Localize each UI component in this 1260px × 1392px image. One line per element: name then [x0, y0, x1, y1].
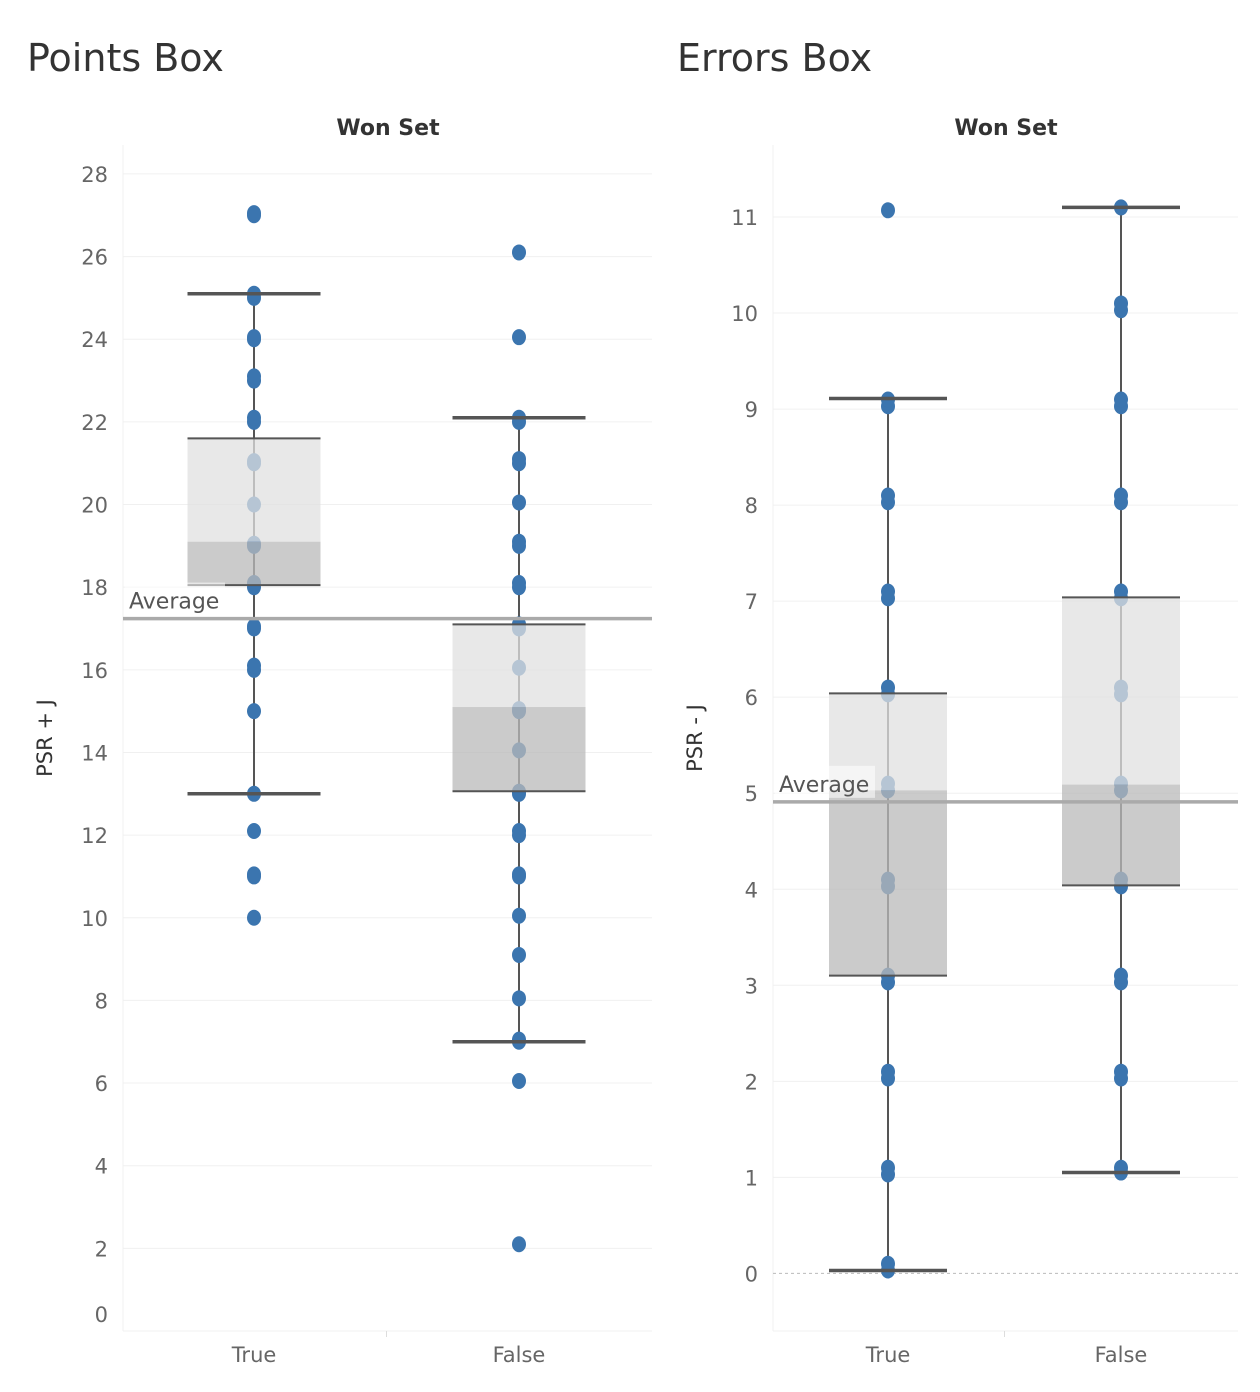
y-axis-label: PSR + J	[33, 699, 57, 777]
data-point	[247, 618, 261, 635]
y-tick-label: 8	[95, 989, 108, 1013]
data-point	[512, 866, 526, 883]
box-lower	[829, 790, 947, 976]
y-tick-label: 12	[81, 824, 108, 848]
y-tick-label: 2	[745, 1070, 758, 1094]
data-point	[512, 575, 526, 592]
x-tick-label: True	[231, 1343, 277, 1367]
data-point	[512, 494, 526, 511]
average-label-bg	[125, 582, 225, 615]
data-point	[881, 1159, 895, 1176]
data-point	[881, 487, 895, 504]
data-point	[247, 368, 261, 385]
data-point	[881, 1063, 895, 1080]
data-point	[512, 1031, 526, 1048]
box-upper	[1062, 597, 1180, 785]
x-tick-label: False	[493, 1343, 546, 1367]
y-axis-label: PSR - J	[683, 704, 707, 772]
y-tick-label: 0	[95, 1303, 108, 1327]
data-point	[247, 866, 261, 883]
points-box-title: Points Box	[27, 36, 224, 80]
average-label: Average	[779, 773, 869, 798]
y-tick-label: 5	[745, 782, 758, 806]
data-point	[512, 822, 526, 839]
box-true	[829, 202, 947, 1279]
y-tick-label: 8	[745, 494, 758, 518]
data-point	[512, 329, 526, 346]
box-upper	[452, 624, 586, 708]
data-point	[512, 533, 526, 550]
panel-1: Won Set PSR - J 0 1 2 3 4 5 6 7 8 9 10 11 True False Ave…	[683, 116, 1238, 1367]
data-point	[512, 244, 526, 261]
column-header: Won Set	[954, 116, 1058, 141]
y-tick-label: 6	[745, 686, 758, 710]
y-tick-label: 22	[81, 411, 108, 435]
y-tick-label: 24	[81, 328, 108, 352]
box-true	[187, 205, 321, 926]
box-lower	[187, 541, 321, 586]
data-point	[1114, 391, 1128, 408]
x-tick-label: True	[865, 1343, 911, 1367]
data-point	[1114, 583, 1128, 600]
data-point	[881, 583, 895, 600]
data-point	[512, 907, 526, 924]
data-point	[1114, 295, 1128, 312]
box-false	[452, 244, 586, 1253]
y-tick-label: 28	[81, 163, 108, 187]
data-point	[512, 451, 526, 468]
data-point	[247, 409, 261, 426]
box-false	[1062, 199, 1180, 1181]
column-header: Won Set	[336, 116, 440, 141]
y-tick-label: 16	[81, 659, 108, 683]
y-tick-label: 6	[95, 1072, 108, 1096]
y-tick-label: 11	[731, 206, 758, 230]
data-point	[881, 679, 895, 696]
data-point	[512, 946, 526, 963]
y-tick-label: 1	[745, 1166, 758, 1190]
y-tick-label: 7	[745, 590, 758, 614]
errors-box-title: Errors Box	[677, 36, 873, 80]
data-point	[881, 202, 895, 219]
box-lower	[1062, 784, 1180, 886]
data-point	[247, 205, 261, 222]
data-point	[1114, 967, 1128, 984]
data-point	[512, 1236, 526, 1253]
y-tick-label: 3	[745, 974, 758, 998]
data-point	[512, 1072, 526, 1089]
box-upper	[187, 438, 321, 542]
y-tick-label: 4	[745, 878, 758, 902]
data-point	[247, 329, 261, 346]
data-point	[247, 657, 261, 674]
average-label: Average	[129, 590, 219, 615]
y-tick-label: 0	[745, 1262, 758, 1286]
y-tick-label: 10	[81, 907, 108, 931]
data-point	[881, 1255, 895, 1272]
y-tick-label: 10	[731, 302, 758, 326]
y-tick-label: 2	[95, 1237, 108, 1261]
y-tick-label: 26	[81, 246, 108, 270]
box-lower	[452, 707, 586, 792]
average-label-bg	[775, 765, 875, 798]
x-tick-label: False	[1095, 1343, 1148, 1367]
data-point	[1114, 487, 1128, 504]
y-tick-label: 9	[745, 398, 758, 422]
data-point	[247, 909, 261, 926]
data-point	[1114, 1063, 1128, 1080]
data-point	[247, 822, 261, 839]
y-tick-label: 14	[81, 741, 108, 765]
data-point	[247, 703, 261, 720]
y-tick-label: 4	[95, 1155, 108, 1179]
data-point	[512, 990, 526, 1007]
y-tick-label: 20	[81, 494, 108, 518]
y-tick-label: 18	[81, 576, 108, 600]
